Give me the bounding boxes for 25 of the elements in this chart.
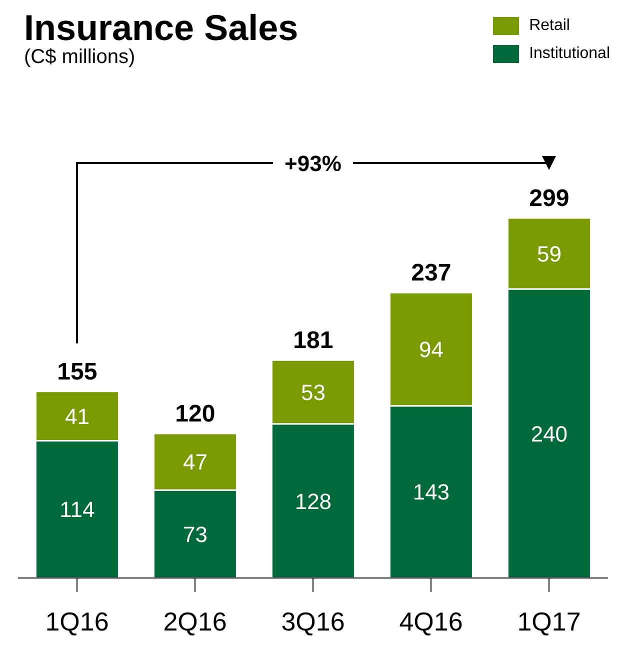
text: +93% [284, 151, 342, 176]
x-tick-label: 1Q17 [517, 606, 581, 636]
total-label: 120 [175, 400, 216, 428]
data-label: 240 [530, 421, 568, 446]
data-label: 73 [182, 522, 208, 547]
x-tick-label: 2Q16 [163, 606, 227, 636]
chart-title: Insurance Sales [24, 7, 298, 48]
data-label: 94 [418, 337, 444, 362]
data-label: 128 [294, 488, 332, 514]
x-tick-label: 4Q16 [399, 606, 463, 636]
total-label: 155 [57, 358, 98, 386]
data-label: 59 [536, 241, 562, 266]
total-label: 299 [529, 185, 570, 212]
x-tick-label: 3Q16 [281, 606, 345, 636]
legend-label: Institutional [529, 45, 610, 63]
x-tick-label: 1Q16 [45, 606, 109, 636]
chart-subtitle: (C$ millions) [24, 46, 136, 69]
legend-label: Retail [529, 17, 570, 35]
data-label: 41 [64, 404, 90, 429]
data-label: 143 [412, 480, 450, 505]
total-label: 181 [293, 327, 334, 354]
total-label: 237 [411, 260, 452, 287]
data-label: 47 [182, 450, 208, 475]
data-label: 114 [60, 497, 95, 522]
data-label: 53 [300, 380, 326, 405]
